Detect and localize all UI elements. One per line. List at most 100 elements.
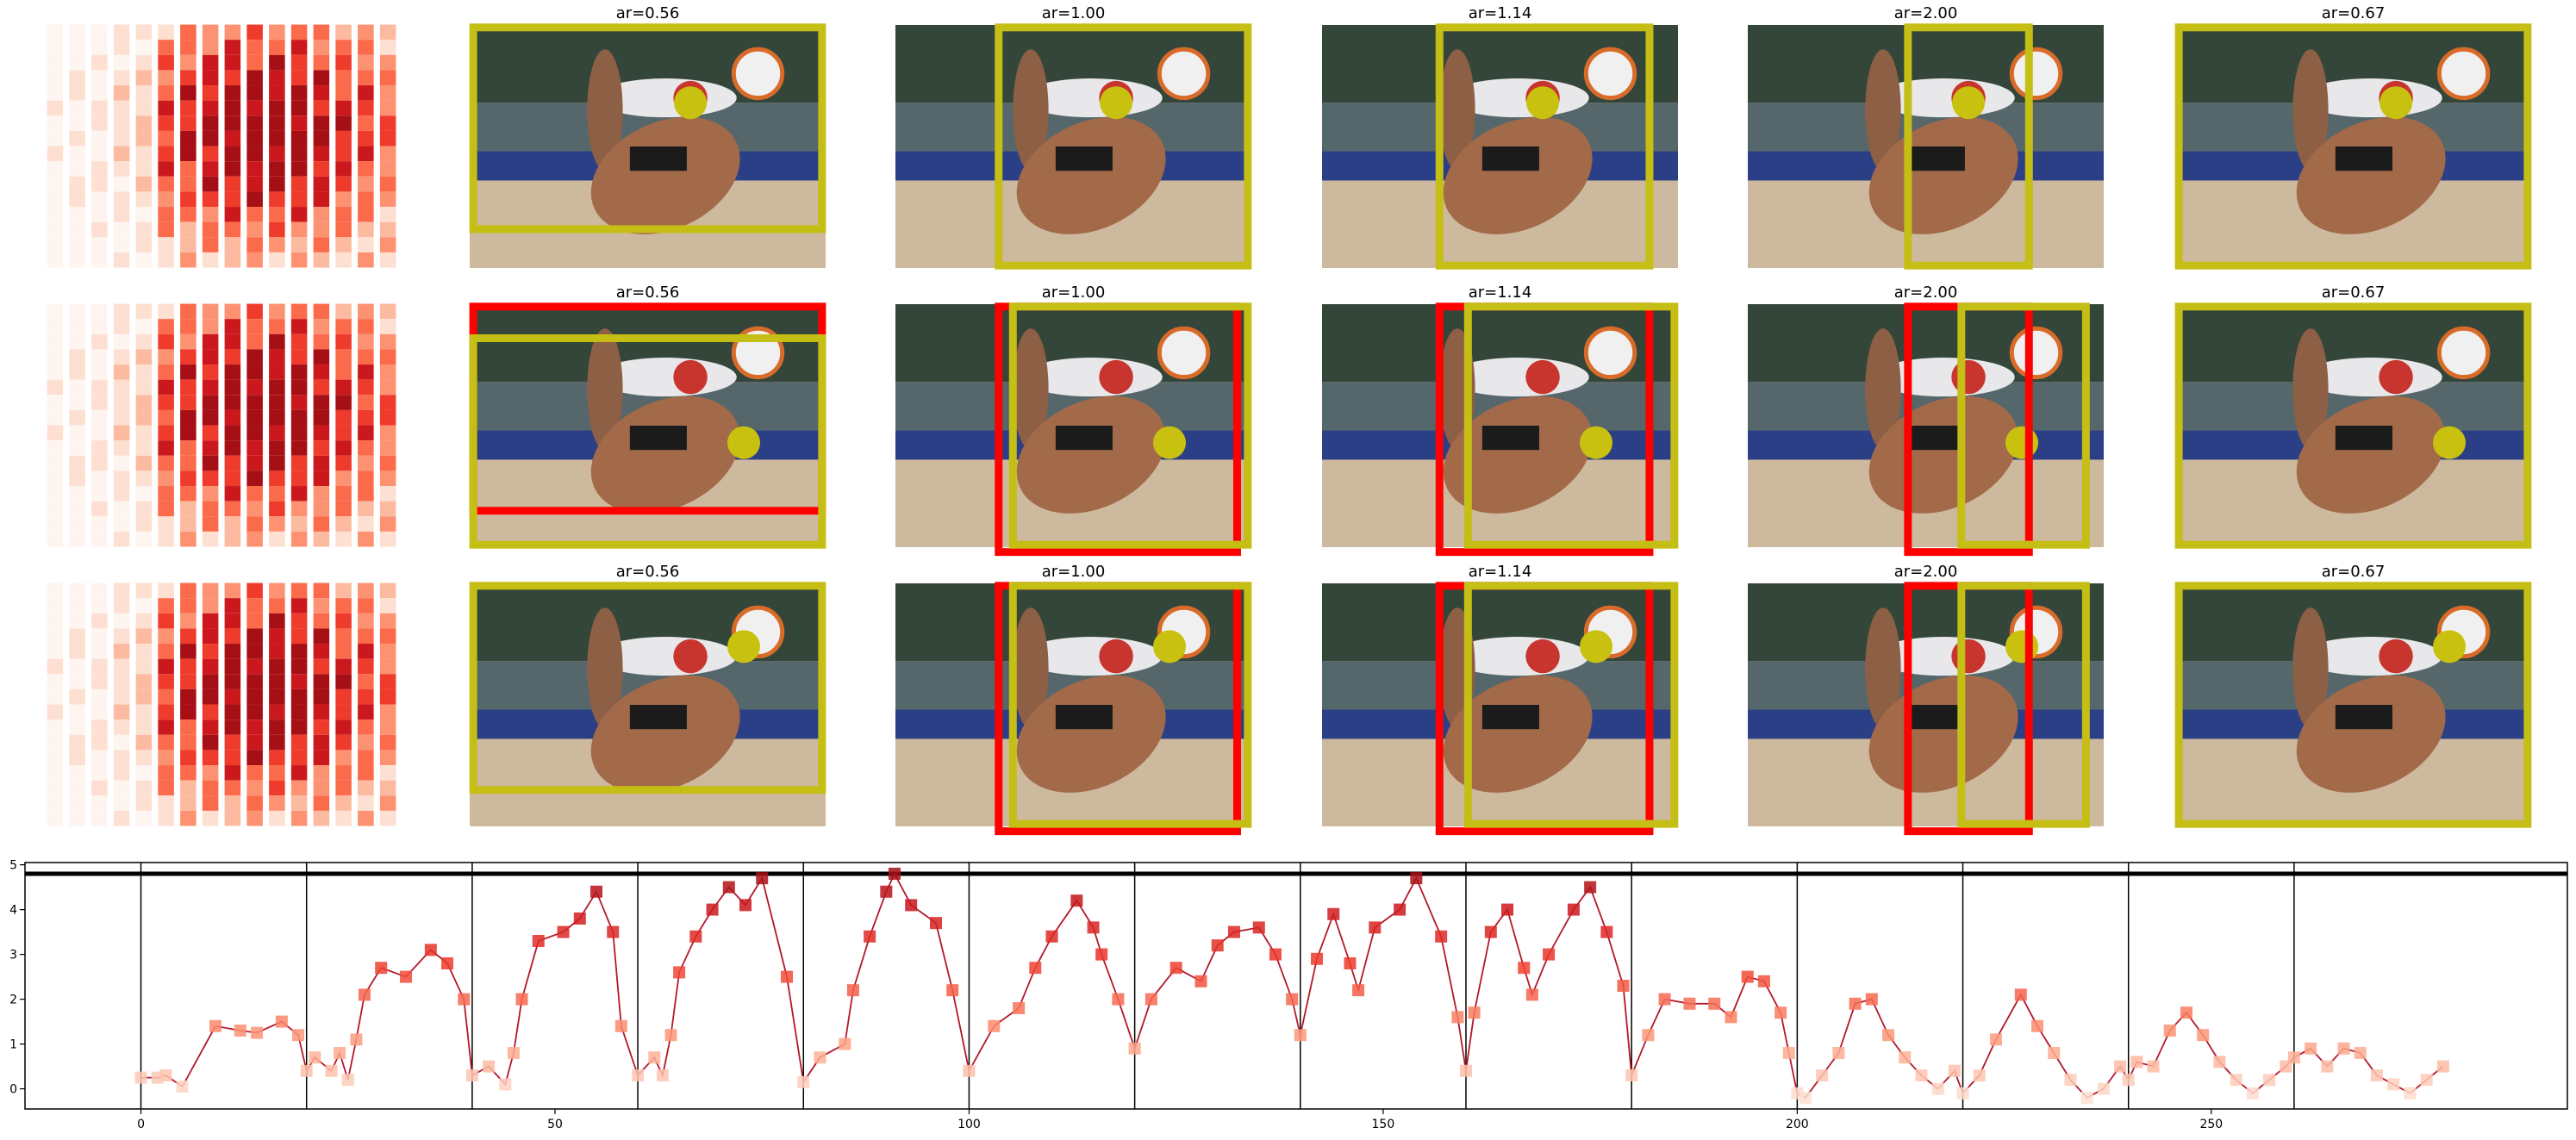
heatmap-cell <box>269 85 285 101</box>
photo-person <box>2296 116 2446 234</box>
heatmap-cell <box>313 70 330 86</box>
data-point <box>1600 925 1613 938</box>
heatmap-cell <box>202 425 219 441</box>
heatmap-cell <box>91 516 108 532</box>
heatmap-cell <box>313 115 330 131</box>
heatmap-cell <box>135 319 153 334</box>
heatmap-cell <box>269 531 285 547</box>
heatmap-cell <box>158 765 174 781</box>
heatmap-cell <box>269 644 285 659</box>
heatmap-cell <box>113 191 130 208</box>
heatmap-cell <box>69 425 85 441</box>
heatmap-cell <box>313 100 330 116</box>
heatmap-cell <box>91 704 108 720</box>
heatmap-cell <box>269 516 285 532</box>
heatmap-cell <box>335 54 352 71</box>
heatmap-cell <box>69 303 85 320</box>
heatmap-cell <box>91 100 108 116</box>
data-point <box>2097 1082 2110 1095</box>
heatmap-cell <box>335 516 352 532</box>
heatmap-cell <box>158 130 174 146</box>
point-marker <box>727 630 761 663</box>
heatmap-cell <box>69 70 85 86</box>
heatmap-cell <box>202 486 219 501</box>
heatmap-cell <box>47 734 64 751</box>
heatmap-cell <box>47 486 64 501</box>
heatmap-cell <box>158 409 174 426</box>
heatmap-cell <box>113 100 130 116</box>
heatmap-cell <box>47 455 64 471</box>
photo-ball <box>1583 326 1637 380</box>
heatmap-cell <box>358 303 374 320</box>
heatmap-cell <box>47 598 64 614</box>
photo-suit <box>2335 426 2392 451</box>
data-point <box>1782 1047 1795 1059</box>
heatmap-cell <box>47 582 64 599</box>
heatmap-cell <box>202 349 219 365</box>
data-point <box>706 903 719 916</box>
heatmap-cell <box>135 795 153 811</box>
heatmap-cell <box>47 85 64 101</box>
heatmap-cell <box>358 688 374 705</box>
heatmap-cell <box>379 795 396 811</box>
heatmap-cell <box>202 54 219 71</box>
data-point <box>1070 894 1083 907</box>
data-point <box>2130 1056 2143 1068</box>
heatmap-cell <box>113 379 130 396</box>
heatmap-cell <box>335 810 352 826</box>
heatmap-cell <box>379 191 396 208</box>
heatmap-cell <box>335 598 352 614</box>
heatmap-cell <box>113 674 130 689</box>
heatmap-cell <box>290 582 308 599</box>
heatmap-cell <box>158 795 174 811</box>
heatmap-cell <box>269 303 285 320</box>
photo <box>895 25 1251 268</box>
heatmap-cell <box>313 425 330 441</box>
heatmap-cell <box>379 531 396 547</box>
heatmap-cell <box>47 628 64 645</box>
heatmap-cell <box>335 720 352 735</box>
heatmap-cell <box>180 54 196 71</box>
heatmap-cell <box>180 395 196 410</box>
heatmap-cell <box>313 470 330 487</box>
heatmap-cell <box>113 644 130 659</box>
heatmap-cell <box>135 40 153 55</box>
heatmap-cell <box>202 40 219 55</box>
heatmap-cell <box>313 191 330 208</box>
heatmap-cell <box>202 688 219 705</box>
heatmap-cell <box>290 516 308 532</box>
data-point <box>1013 1002 1026 1014</box>
heatmap-cell <box>91 750 108 766</box>
heatmap-cell <box>269 207 285 222</box>
heatmap-cell <box>246 146 263 162</box>
heatmap-cell <box>135 70 153 86</box>
heatmap-cell <box>47 470 64 487</box>
heatmap-cell <box>358 176 374 192</box>
yellow-box <box>1957 302 2090 549</box>
heatmap-cell <box>135 750 153 766</box>
heatmap-cell <box>290 501 308 517</box>
heatmap-cell <box>69 455 85 471</box>
heatmap-cell <box>113 409 130 426</box>
heatmap-cell <box>224 85 241 101</box>
heatmap-cell <box>180 70 196 86</box>
data-point <box>2436 1060 2449 1073</box>
heatmap-cell <box>246 207 263 222</box>
heatmap-cell <box>313 765 330 781</box>
heatmap-cell <box>202 146 219 162</box>
heatmap-cell <box>269 379 285 396</box>
heatmap-cell <box>313 644 330 659</box>
heatmap-cell <box>47 750 64 766</box>
yellow-box <box>1463 582 1679 828</box>
heatmap-cell <box>224 582 241 599</box>
heatmap-cell <box>269 720 285 735</box>
heatmap-cell <box>180 531 196 547</box>
heatmap-cell <box>158 704 174 720</box>
heatmap-cell <box>358 54 374 71</box>
heatmap-cell <box>335 161 352 177</box>
yellow-box <box>469 582 826 794</box>
heatmap-cell <box>113 176 130 192</box>
data-point <box>1227 925 1240 938</box>
heatmap-cell <box>379 734 396 751</box>
